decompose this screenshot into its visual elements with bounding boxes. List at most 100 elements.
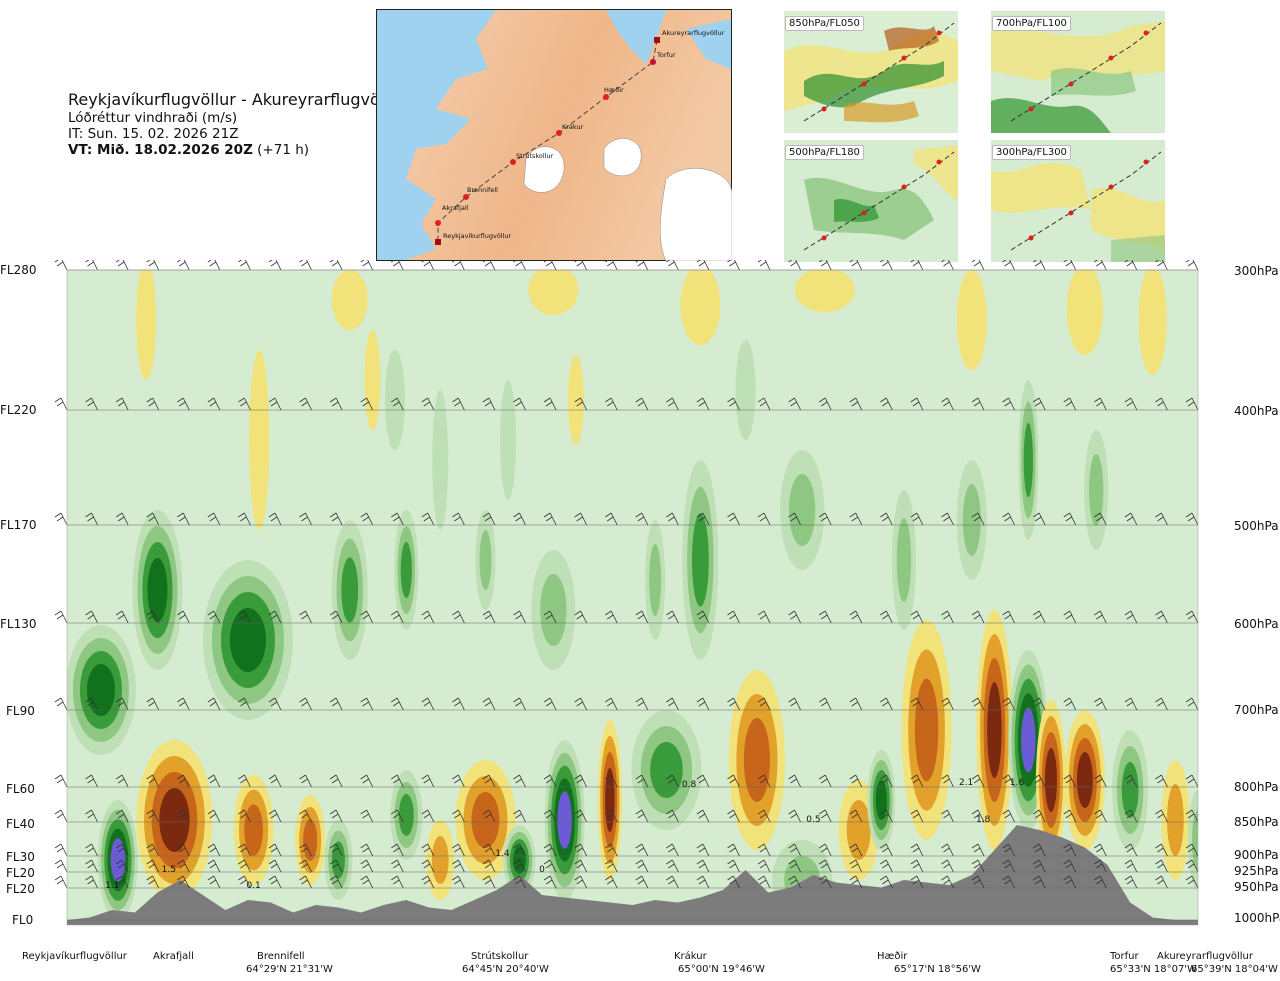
wind-barb-fl60-4 [177, 774, 190, 788]
wind-barb-fl90-36 [1155, 697, 1168, 711]
field-cell-49-3 [1076, 752, 1093, 808]
wind-barb-fl20b-29 [941, 875, 954, 889]
wind-barb-fl20b-21 [696, 875, 710, 889]
wind-barb-fl40-11 [391, 809, 404, 823]
wind-barb-fl40-24 [788, 809, 801, 823]
wind-barb-fl20a-11 [391, 859, 404, 873]
wind-barb-fl40-30 [971, 809, 985, 823]
value-annotation-6: 0.5 [806, 815, 820, 825]
value-annotation-7: 2.1 [959, 778, 973, 788]
wind-barb-fl280-24 [788, 260, 801, 271]
wind-barb-fl20b-9 [329, 875, 343, 889]
field-cell-5-0 [956, 270, 987, 370]
map-route-line [437, 39, 658, 241]
wind-barb-fl90-28 [910, 697, 924, 711]
wind-barb-fl30-8 [299, 843, 312, 857]
map-marker-brennifell [463, 194, 469, 200]
wind-barb-fl20b-31 [1002, 875, 1015, 889]
wind-barb-fl40-18 [604, 809, 618, 823]
fl-label-fl30: FL30 [6, 850, 35, 864]
wind-barb-fl20b-22 [727, 875, 740, 889]
wind-barb-fl280-23 [757, 260, 771, 271]
wind-barb-fl220-9 [329, 397, 343, 411]
hpa-label-600: 600hPa [1234, 617, 1279, 631]
wind-barb-fl280-25 [818, 260, 832, 271]
wind-barb-fl60-26 [849, 774, 863, 788]
wind-barb-fl20a-18 [604, 859, 618, 873]
wind-barb-fl20a-5 [207, 859, 221, 873]
wind-barb-fl170-26 [849, 512, 863, 526]
wind-barb-fl20a-19 [635, 859, 649, 873]
wind-barb-fl170-24 [788, 512, 801, 526]
fl-label-fl130: FL130 [0, 617, 37, 631]
wind-barb-fl30-4 [177, 843, 190, 857]
wind-barb-fl90-1 [85, 697, 98, 711]
hpa-label-900: 900hPa [1234, 848, 1279, 862]
wind-barb-fl90-20 [666, 697, 679, 711]
wind-barb-fl20a-31 [1002, 859, 1015, 873]
map-waypoints [435, 37, 660, 245]
wind-barb-fl20a-30 [971, 859, 985, 873]
wind-barb-fl90-32 [1032, 697, 1046, 711]
wind-barb-fl90-27 [880, 697, 893, 711]
wind-barb-fl90-30 [971, 697, 985, 711]
value-annotation-3: 1.4 [495, 849, 510, 859]
waypoint-label-reykjavikurflugvollur: Reykjavíkurflugvöllur [22, 951, 127, 962]
wind-barb-fl60-18 [604, 774, 618, 788]
wind-barb-fl130-24 [788, 610, 801, 624]
wind-barb-fl90-11 [391, 697, 404, 711]
wind-barb-fl130-5 [207, 610, 221, 624]
wind-barb-fl220-15 [513, 397, 526, 411]
fl-label-fl90: FL90 [6, 704, 35, 718]
wind-barb-fl40-9 [329, 809, 343, 823]
wind-barb-fl130-33 [1063, 610, 1077, 624]
parameter-label: Lóðréttur vindhraði (m/s) [68, 110, 238, 126]
wind-barb-fl130-22 [727, 610, 740, 624]
value-annotation-2: 0.1 [246, 881, 260, 891]
wind-barb-fl280-18 [604, 260, 618, 271]
wind-barb-fl220-0 [54, 397, 68, 411]
map-glacier-2 [603, 138, 642, 176]
wind-barb-fl220-13 [452, 397, 465, 411]
wind-barb-fl30-28 [910, 843, 924, 857]
wind-barb-fl60-14 [482, 774, 496, 788]
wind-barb-fl40-5 [207, 809, 221, 823]
map-marker-reykjavikurflugvollur [435, 239, 441, 245]
wind-barb-fl20b-28 [910, 875, 924, 889]
wind-barb-fl60-3 [146, 774, 160, 788]
wind-barb-fl20a-23 [757, 859, 771, 873]
wind-barb-fl170-10 [360, 512, 374, 526]
wind-barb-fl130-27 [880, 610, 893, 624]
hpa-label-850: 850hPa [1234, 815, 1279, 829]
map-marker-strutskollur [510, 159, 516, 165]
wind-barb-fl170-13 [452, 512, 465, 526]
wind-barb-fl20a-22 [727, 859, 740, 873]
wind-barb-fl20a-37 [1185, 859, 1199, 873]
wind-barb-fl130-19 [635, 610, 649, 624]
wind-barb-fl280-1 [85, 260, 98, 271]
wind-barb-fl90-25 [818, 697, 832, 711]
wind-barb-fl40-6 [238, 809, 251, 823]
waypoint-coord-torfur: 65°33'N 18°07'W [1110, 964, 1197, 975]
wind-barb-fl130-31 [1002, 610, 1015, 624]
field-cell-25-0 [432, 390, 449, 530]
wind-barb-fl90-33 [1063, 697, 1077, 711]
wind-barb-fl20b-17 [574, 875, 588, 889]
value-annotation-5: 0.8 [682, 780, 697, 790]
wind-barb-fl170-25 [818, 512, 832, 526]
wind-barb-fl90-18 [604, 697, 618, 711]
wind-barb-fl130-35 [1124, 610, 1138, 624]
hpa-label-500: 500hPa [1234, 519, 1279, 533]
wind-barb-fl20b-35 [1124, 875, 1138, 889]
wind-barb-fl130-12 [421, 610, 435, 624]
wind-barb-fl220-29 [941, 397, 954, 411]
wind-barb-fl40-31 [1002, 809, 1015, 823]
map-label-akrafjall: Akrafjall [442, 204, 469, 212]
field-cell-10-0 [364, 330, 381, 430]
wind-barb-fl220-21 [696, 397, 710, 411]
wind-barb-fl280-27 [880, 260, 893, 271]
value-annotation-4: 0 [539, 865, 545, 875]
wind-barb-fl280-30 [971, 260, 985, 271]
wind-barb-fl20a-25 [818, 859, 832, 873]
wind-barb-fl60-22 [727, 774, 740, 788]
